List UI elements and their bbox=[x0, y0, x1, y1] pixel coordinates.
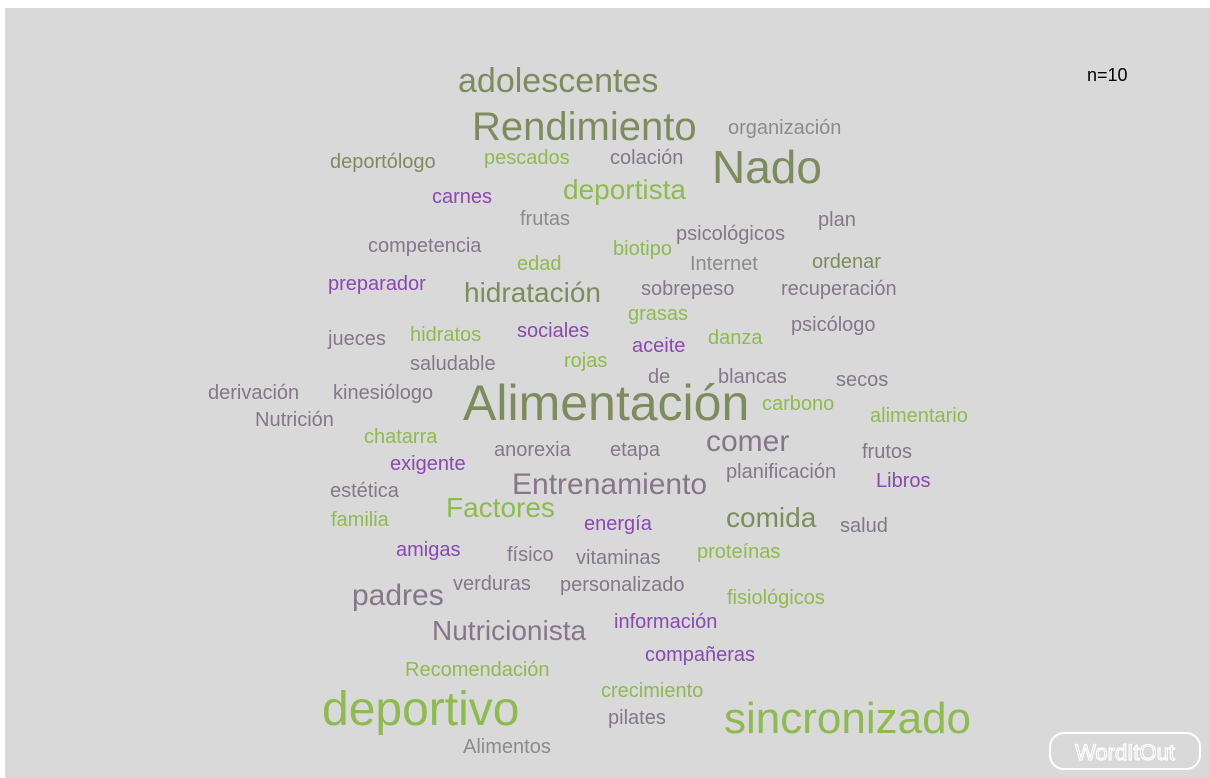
word: amigas bbox=[396, 539, 460, 561]
word: colación bbox=[610, 147, 683, 169]
word: chatarra bbox=[364, 426, 438, 448]
word: familia bbox=[331, 509, 390, 531]
word: alimentario bbox=[870, 405, 968, 427]
word: salud bbox=[840, 515, 888, 537]
word: secos bbox=[836, 369, 888, 391]
word: Nutrición bbox=[255, 409, 334, 431]
word: danza bbox=[708, 327, 763, 349]
word: sociales bbox=[517, 320, 589, 342]
word: carnes bbox=[432, 186, 492, 208]
word: saludable bbox=[410, 353, 496, 375]
word: derivación bbox=[208, 382, 299, 404]
word: psicológicos bbox=[676, 223, 785, 245]
word: crecimiento bbox=[601, 680, 703, 702]
word: kinesiólogo bbox=[333, 382, 433, 404]
word: aceite bbox=[632, 335, 685, 357]
word: Internet bbox=[690, 253, 758, 275]
word: Entrenamiento bbox=[512, 468, 707, 501]
word: carbono bbox=[762, 393, 834, 415]
word: psicólogo bbox=[791, 314, 876, 336]
word: deportólogo bbox=[330, 151, 436, 173]
word: adolescentes bbox=[458, 62, 658, 100]
word: jueces bbox=[327, 328, 386, 350]
word: edad bbox=[517, 253, 562, 275]
word: recuperación bbox=[781, 278, 897, 300]
word: Nutricionista bbox=[432, 615, 586, 646]
word: de bbox=[648, 366, 670, 388]
word: estética bbox=[330, 480, 400, 502]
word: biotipo bbox=[613, 238, 672, 260]
word: plan bbox=[818, 209, 856, 231]
word: pilates bbox=[608, 707, 666, 729]
word: proteínas bbox=[697, 541, 780, 563]
word: Factores bbox=[446, 492, 555, 523]
word: frutas bbox=[520, 208, 570, 230]
word: hidratación bbox=[464, 277, 601, 308]
word: planificación bbox=[726, 461, 836, 483]
word: Rendimiento bbox=[472, 105, 697, 149]
word: deportivo bbox=[322, 683, 519, 736]
word: exigente bbox=[390, 453, 466, 475]
word: información bbox=[614, 611, 717, 633]
word: energía bbox=[584, 513, 653, 535]
sample-size: n=10 bbox=[1087, 65, 1128, 85]
word: competencia bbox=[368, 235, 482, 257]
word: blancas bbox=[718, 366, 787, 388]
word: Libros bbox=[876, 470, 930, 492]
word: frutos bbox=[862, 441, 912, 463]
word: Recomendación bbox=[405, 659, 550, 681]
word: grasas bbox=[628, 303, 688, 325]
word: sincronizado bbox=[724, 694, 971, 743]
word: compañeras bbox=[645, 644, 755, 666]
word: vitaminas bbox=[576, 547, 660, 569]
word: comida bbox=[726, 502, 817, 533]
word: organización bbox=[728, 117, 841, 139]
logo-frame bbox=[1049, 732, 1201, 770]
logo: WordItOut bbox=[1075, 740, 1175, 765]
word: personalizado bbox=[560, 574, 685, 596]
word: Alimentación bbox=[463, 375, 749, 431]
word: hidratos bbox=[410, 324, 481, 346]
word: Alimentos bbox=[463, 736, 551, 758]
word: sobrepeso bbox=[641, 278, 734, 300]
word: Nado bbox=[712, 141, 822, 193]
word: físico bbox=[507, 544, 554, 566]
word: etapa bbox=[610, 439, 661, 461]
word: preparador bbox=[328, 273, 426, 295]
words: adolescentes Rendimiento organización depor… bbox=[208, 62, 971, 758]
word: deportista bbox=[563, 174, 686, 205]
word: ordenar bbox=[812, 251, 881, 273]
word: anorexia bbox=[494, 439, 572, 461]
word: fisiológicos bbox=[727, 587, 825, 609]
background bbox=[5, 8, 1210, 778]
word: verduras bbox=[453, 573, 531, 595]
word: rojas bbox=[564, 350, 607, 372]
word: pescados bbox=[484, 147, 570, 169]
word: padres bbox=[352, 579, 444, 612]
word: comer bbox=[706, 425, 789, 458]
